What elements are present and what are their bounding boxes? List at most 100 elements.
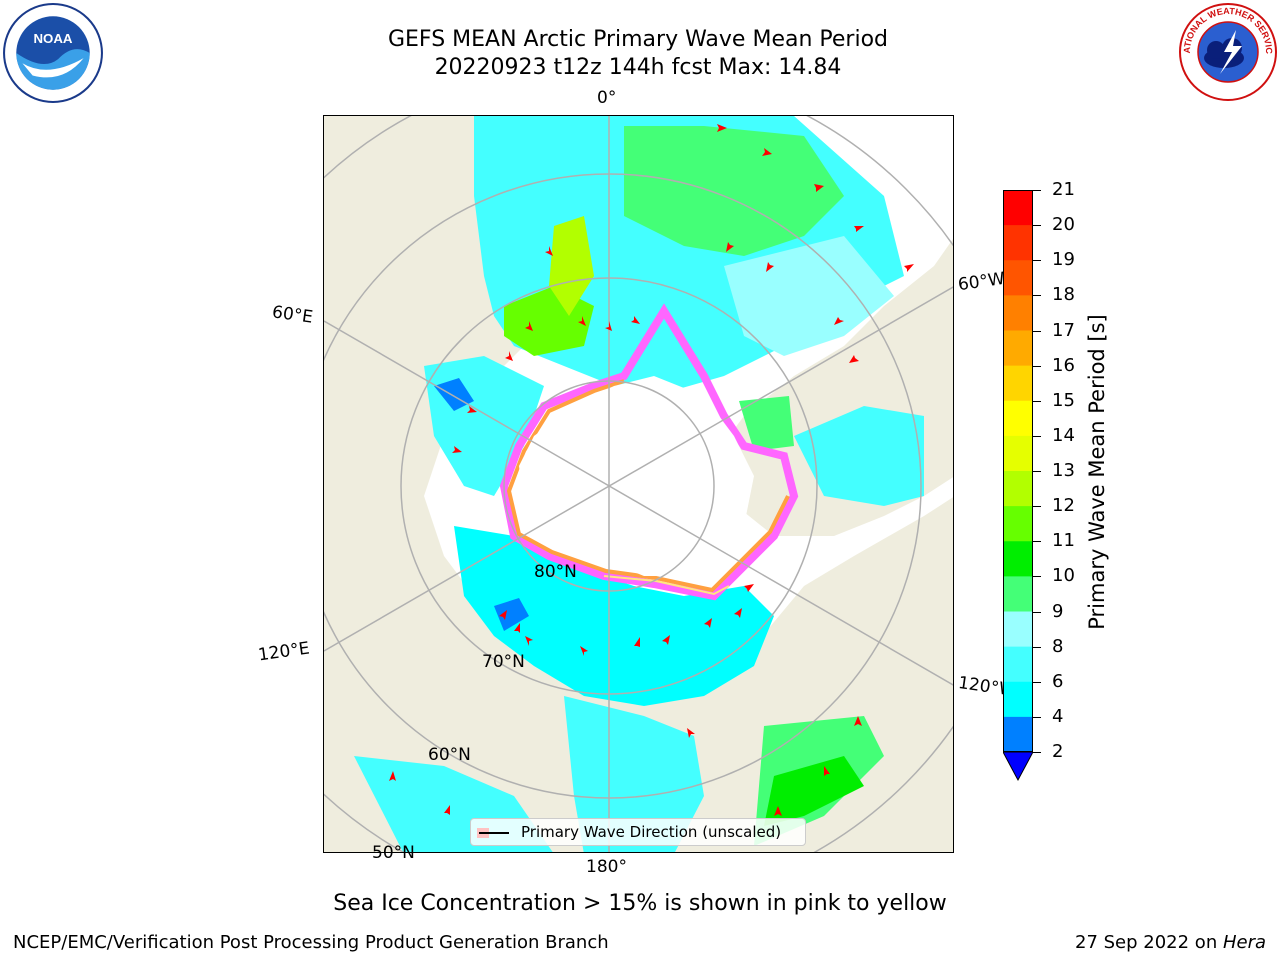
wave-arrow <box>762 148 772 156</box>
colorbar-segment <box>1003 681 1033 718</box>
wave-arrow <box>525 321 533 331</box>
colorbar-tick-label: 6 <box>1052 670 1064 692</box>
noaa-logo-text: NOAA <box>33 31 72 46</box>
wave-arrow <box>452 446 462 453</box>
noaa-logo: NOAA <box>3 3 103 103</box>
colorbar-segment <box>1003 365 1033 402</box>
colorbar-tick-label: 13 <box>1052 460 1075 481</box>
wave-arrow <box>834 317 844 325</box>
colorbar-segment <box>1003 190 1033 226</box>
map-legend: Primary Wave Direction (unscaled) <box>470 818 806 846</box>
graticule <box>324 116 953 852</box>
colorbar-tick-mark <box>1033 260 1041 262</box>
colorbar-segment <box>1003 471 1033 507</box>
colorbar-segment <box>1003 541 1033 577</box>
colorbar-tick-mark <box>1033 506 1041 508</box>
colorbar-tick-mark <box>1033 471 1041 472</box>
colorbar-tick-label: 4 <box>1052 705 1064 727</box>
colorbar-tick-mark <box>1033 190 1041 191</box>
colorbar-tick-label: 20 <box>1052 214 1075 236</box>
polar-map <box>324 116 953 852</box>
ocean-bright-cyan <box>724 236 894 356</box>
colorbar-tick-mark <box>1033 752 1041 753</box>
wave-arrow <box>854 716 862 726</box>
colorbar-segment <box>1003 260 1033 296</box>
wave-arrow <box>578 316 586 326</box>
land-base <box>324 116 953 852</box>
colorbar-tick-mark <box>1033 716 1041 718</box>
ocean-baffin-green <box>739 396 794 451</box>
colorbar-segment <box>1003 506 1033 542</box>
wave-arrow <box>634 637 640 647</box>
lat-label-50n: 50°N <box>372 843 415 863</box>
wave-arrow <box>849 355 859 363</box>
ocean-green-band-1 <box>624 126 844 256</box>
lon-label-60w: 60°W <box>956 268 1007 296</box>
wave-arrow <box>499 610 507 620</box>
lat-label-80n: 80°N <box>534 562 577 582</box>
colorbar-tick-label: 12 <box>1052 495 1075 517</box>
colorbar-segment <box>1003 646 1033 683</box>
map-panel <box>323 115 954 853</box>
colorbar-segment <box>1003 716 1033 752</box>
colorbar-tick-mark <box>1033 330 1041 332</box>
colorbar-tick-label: 14 <box>1052 424 1075 446</box>
meridian-60e-120w <box>324 320 953 686</box>
colorbar-tick-mark <box>1033 681 1041 683</box>
wave-arrow <box>444 805 450 815</box>
wave-arrow <box>734 608 742 618</box>
colorbar-tick-mark <box>1033 400 1041 402</box>
colorbar-tick-label: 8 <box>1052 635 1064 657</box>
meridian-120e-60w <box>324 286 953 652</box>
wave-period-field <box>354 116 924 852</box>
wave-arrow <box>766 262 774 272</box>
colorbar-label: Primary Wave Mean Period [s] <box>1085 314 1109 630</box>
wave-arrow <box>687 728 695 738</box>
colorbar-tick-mark <box>1033 611 1041 613</box>
title-line-1: GEFS MEAN Arctic Primary Wave Mean Perio… <box>387 27 888 52</box>
ocean-siberian-blue <box>494 598 529 631</box>
lat-label-60n: 60°N <box>428 745 471 765</box>
colorbar-tick-mark <box>1033 365 1041 367</box>
subtitle: Sea Ice Concentration > 15% is shown in … <box>333 891 947 916</box>
colorbar-tick-label: 16 <box>1052 354 1075 376</box>
wave-arrow <box>580 646 588 656</box>
sea-ice-pink <box>499 303 799 601</box>
colorbar-tick-label: 9 <box>1052 600 1064 622</box>
footer-date-text: 27 Sep 2022 on <box>1075 932 1223 953</box>
legend-label: Primary Wave Direction (unscaled) <box>521 823 782 841</box>
colorbar-segment <box>1003 330 1033 367</box>
colorbar-tick-mark <box>1033 435 1041 437</box>
lat-label-70n: 70°N <box>482 652 525 672</box>
wave-arrow <box>854 226 864 232</box>
colorbar-extend-arrow <box>1003 752 1033 782</box>
wave-arrow <box>605 321 612 331</box>
lon-label-0: 0° <box>597 88 617 108</box>
footer-host: Hera <box>1222 932 1266 953</box>
ocean-chukchi <box>564 696 704 852</box>
footer-date: 27 Sep 2022 on Hera <box>1075 932 1266 953</box>
colorbar-tick-label: 17 <box>1052 319 1075 341</box>
wave-arrow <box>704 618 712 628</box>
footer-producer: NCEP/EMC/Verification Post Processing Pr… <box>13 932 609 953</box>
wave-arrow <box>726 242 734 252</box>
wave-arrow <box>744 584 754 592</box>
wave-arrow <box>824 766 830 776</box>
colorbar <box>1003 190 1033 752</box>
colorbar-tick-mark <box>1033 225 1041 227</box>
colorbar-segment <box>1003 225 1033 261</box>
legend-line-swatch <box>479 832 509 834</box>
colorbar-tick-label: 10 <box>1052 565 1075 587</box>
ocean-pacific-green-bright <box>764 756 864 826</box>
wave-arrow <box>514 623 520 633</box>
wave-arrow <box>774 806 782 816</box>
lon-label-180: 180° <box>586 857 627 877</box>
sea-ice-yellow <box>603 575 730 596</box>
wave-arrow <box>389 771 396 781</box>
colorbar-tick-label: 15 <box>1052 389 1075 411</box>
colorbar-segment <box>1003 576 1033 612</box>
colorbar-tick-mark <box>1033 576 1041 578</box>
wave-arrow <box>814 184 824 192</box>
wave-arrow <box>717 124 727 132</box>
ocean-siberian <box>454 526 774 706</box>
